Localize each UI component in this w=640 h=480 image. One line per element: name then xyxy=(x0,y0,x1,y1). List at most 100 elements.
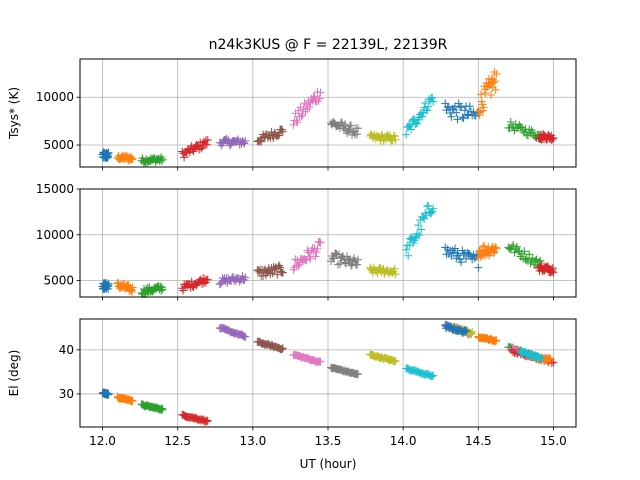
data-point xyxy=(334,260,343,269)
x-tick-label: 14.5 xyxy=(465,434,492,448)
data-point xyxy=(492,70,501,79)
data-point xyxy=(413,229,422,238)
y-axis-label: El (deg) xyxy=(7,350,21,397)
data-point xyxy=(198,279,207,288)
data-point xyxy=(275,261,284,270)
data-point xyxy=(548,263,557,272)
data-point xyxy=(526,259,535,268)
data-point xyxy=(458,113,467,122)
data-point xyxy=(452,108,461,117)
data-point xyxy=(491,243,500,252)
data-point xyxy=(226,141,235,150)
data-point xyxy=(412,119,421,128)
data-point xyxy=(492,336,501,345)
x-tick-label: 14.0 xyxy=(390,434,417,448)
data-point xyxy=(241,273,250,282)
data-point xyxy=(549,134,558,143)
data-point xyxy=(429,97,438,106)
data-point xyxy=(390,357,399,366)
data-point xyxy=(428,93,437,102)
data-point xyxy=(354,370,363,379)
data-point xyxy=(489,78,498,87)
data-point xyxy=(486,91,495,100)
data-point xyxy=(289,120,298,129)
data-point xyxy=(427,94,436,103)
data-point xyxy=(525,250,534,259)
data-point xyxy=(404,251,413,260)
data-point xyxy=(509,241,518,250)
data-point xyxy=(157,153,166,162)
data-point xyxy=(444,103,453,112)
data-point xyxy=(479,103,488,112)
x-tick-label: 13.0 xyxy=(239,434,266,448)
data-point xyxy=(329,117,338,126)
data-point xyxy=(490,247,499,256)
x-axis-label: UT (hour) xyxy=(300,457,357,471)
data-point xyxy=(158,404,167,413)
data-point xyxy=(402,130,411,139)
data-point xyxy=(266,269,275,278)
data-point xyxy=(278,127,287,136)
data-point xyxy=(217,141,226,150)
data-point xyxy=(545,354,554,363)
data-point xyxy=(300,255,309,264)
data-point xyxy=(104,279,113,288)
y-axis-label: Tsys* (K) xyxy=(7,87,21,140)
data-point xyxy=(530,260,539,269)
data-point xyxy=(481,89,490,98)
panel-1: 5000 10000 Tsys* (K) xyxy=(7,58,577,171)
data-point xyxy=(347,121,356,130)
data-point xyxy=(475,111,484,120)
data-point xyxy=(277,345,286,354)
data-point xyxy=(341,120,350,129)
data-point xyxy=(457,258,466,267)
data-point xyxy=(420,214,429,223)
data-point xyxy=(391,270,400,279)
data-point xyxy=(391,135,400,144)
data-point xyxy=(241,136,250,145)
data-point xyxy=(390,132,399,141)
y-tick-label: 10000 xyxy=(36,228,74,242)
data-point xyxy=(354,255,363,264)
data-point xyxy=(157,405,166,414)
data-point xyxy=(158,285,167,294)
data-point xyxy=(447,112,456,121)
data-point xyxy=(491,85,500,94)
data-point xyxy=(309,93,318,102)
data-point xyxy=(203,275,212,284)
data-point xyxy=(104,390,113,399)
series-markers xyxy=(98,201,558,299)
data-point xyxy=(158,155,167,164)
data-point xyxy=(407,125,416,134)
data-point xyxy=(257,137,266,146)
data-point xyxy=(484,79,493,88)
data-point xyxy=(189,147,198,156)
data-point xyxy=(491,337,500,346)
data-point xyxy=(414,221,423,230)
data-point xyxy=(310,92,319,101)
data-point xyxy=(305,102,314,111)
data-point xyxy=(549,268,558,277)
data-point xyxy=(547,265,556,274)
data-point xyxy=(350,254,359,263)
data-point xyxy=(449,248,458,257)
data-point xyxy=(277,267,286,276)
data-point xyxy=(480,241,489,250)
data-point xyxy=(522,130,531,139)
data-point xyxy=(354,124,363,133)
data-point xyxy=(478,106,487,115)
data-point xyxy=(461,326,470,335)
data-point xyxy=(406,121,415,130)
data-point xyxy=(488,83,497,92)
y-tick-label: 5000 xyxy=(43,138,74,152)
data-point xyxy=(197,144,206,153)
data-point xyxy=(202,416,211,425)
y-tick-label: 15000 xyxy=(36,182,74,196)
data-point xyxy=(340,124,349,133)
x-tick-label: 12.5 xyxy=(164,434,191,448)
data-point xyxy=(429,371,438,380)
panel-2: 5000 10000 15000 xyxy=(36,182,577,301)
data-point xyxy=(545,356,554,365)
data-point xyxy=(278,268,287,277)
data-point xyxy=(306,254,315,263)
